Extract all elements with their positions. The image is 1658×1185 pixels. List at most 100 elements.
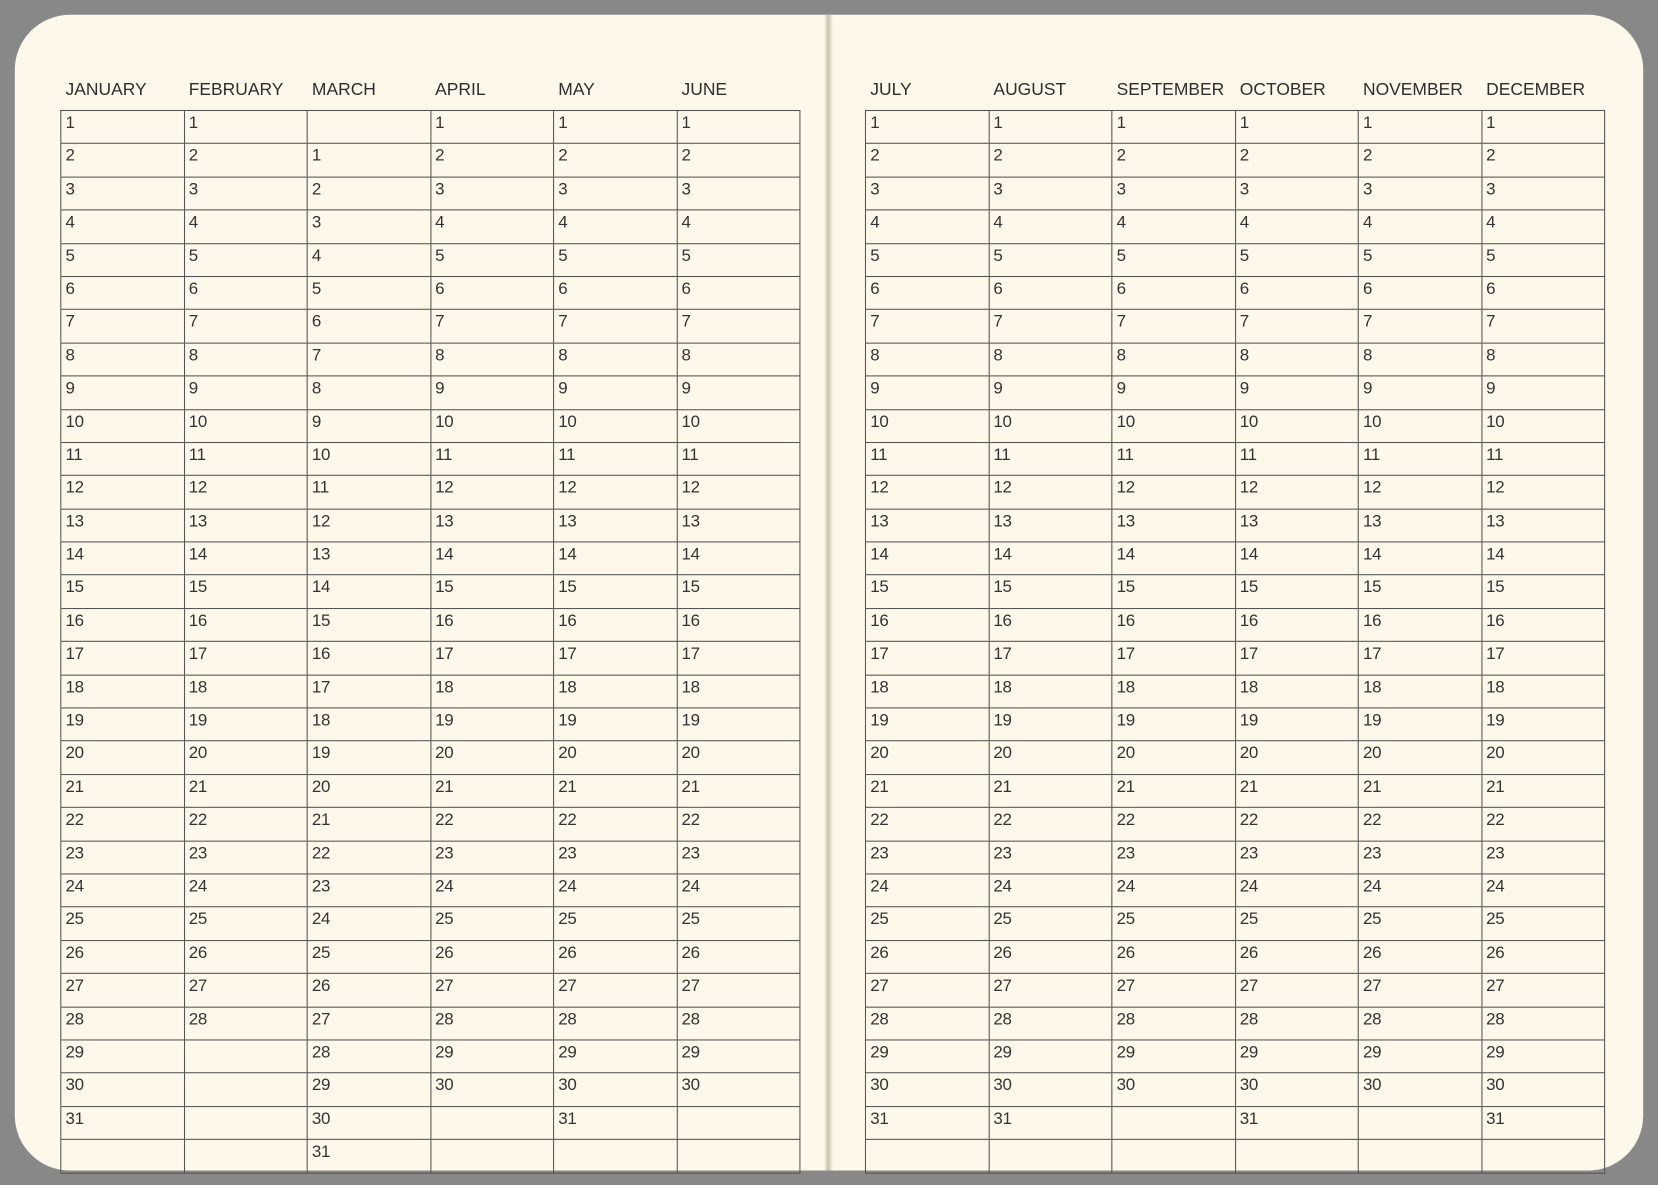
day-cell[interactable]: 9	[430, 376, 555, 410]
day-cell[interactable]: 12	[184, 476, 308, 510]
day-cell[interactable]: 26	[307, 974, 431, 1008]
day-cell[interactable]: 26	[1112, 940, 1236, 975]
day-cell[interactable]: 21	[866, 774, 990, 809]
day-cell[interactable]: 20	[866, 741, 990, 775]
day-cell[interactable]: 10	[430, 409, 555, 443]
day-cell[interactable]: 26	[184, 940, 308, 975]
day-cell[interactable]: 7	[61, 310, 185, 344]
day-cell[interactable]	[184, 1073, 308, 1107]
day-cell[interactable]: 28	[866, 1007, 990, 1041]
day-cell[interactable]: 15	[307, 608, 431, 643]
day-cell[interactable]: 31	[989, 1106, 1113, 1140]
day-cell[interactable]: 15	[1235, 575, 1359, 609]
day-cell[interactable]: 23	[1481, 841, 1606, 875]
day-cell[interactable]: 22	[866, 808, 990, 842]
day-cell[interactable]: 2	[307, 177, 431, 211]
day-cell[interactable]: 31	[61, 1106, 185, 1140]
day-cell[interactable]: 19	[554, 708, 678, 742]
day-cell[interactable]: 25	[866, 907, 990, 941]
day-cell[interactable]: 10	[554, 409, 678, 443]
day-cell[interactable]: 21	[1358, 774, 1482, 809]
day-cell[interactable]	[554, 1139, 678, 1174]
day-cell[interactable]: 21	[1112, 774, 1236, 809]
day-cell[interactable]	[184, 1040, 308, 1074]
day-cell[interactable]: 19	[61, 708, 185, 742]
day-cell[interactable]: 9	[1235, 376, 1359, 410]
day-cell[interactable]: 16	[989, 608, 1113, 643]
day-cell[interactable]: 30	[554, 1073, 678, 1107]
day-cell[interactable]: 4	[989, 210, 1113, 244]
day-cell[interactable]: 23	[61, 841, 185, 875]
day-cell[interactable]: 2	[184, 144, 308, 178]
day-cell[interactable]: 25	[1112, 907, 1236, 941]
day-cell[interactable]: 9	[866, 376, 990, 410]
day-cell[interactable]: 9	[307, 409, 431, 443]
day-cell[interactable]: 7	[866, 310, 990, 344]
day-cell[interactable]: 19	[677, 708, 801, 742]
day-cell[interactable]: 16	[430, 608, 555, 643]
day-cell[interactable]: 3	[554, 177, 678, 211]
day-cell[interactable]: 25	[430, 907, 555, 941]
day-cell[interactable]: 12	[677, 476, 801, 510]
day-cell[interactable]	[61, 1139, 185, 1174]
day-cell[interactable]: 27	[677, 974, 801, 1008]
day-cell[interactable]: 3	[677, 177, 801, 211]
day-cell[interactable]: 12	[554, 476, 678, 510]
day-cell[interactable]: 4	[307, 243, 431, 277]
day-cell[interactable]	[430, 1106, 555, 1140]
day-cell[interactable]: 31	[1235, 1106, 1359, 1140]
day-cell[interactable]: 19	[866, 708, 990, 742]
day-cell[interactable]: 24	[989, 874, 1113, 908]
day-cell[interactable]: 17	[1481, 642, 1606, 676]
day-cell[interactable]: 9	[677, 376, 801, 410]
day-cell[interactable]: 7	[1235, 310, 1359, 344]
day-cell[interactable]: 13	[1235, 509, 1359, 543]
day-cell[interactable]: 4	[1112, 210, 1236, 244]
day-cell[interactable]: 29	[430, 1040, 555, 1074]
day-cell[interactable]: 30	[307, 1106, 431, 1140]
day-cell[interactable]: 7	[1358, 310, 1482, 344]
day-cell[interactable]: 28	[61, 1007, 185, 1041]
day-cell[interactable]: 23	[1112, 841, 1236, 875]
day-cell[interactable]: 3	[1112, 177, 1236, 211]
day-cell[interactable]: 29	[677, 1040, 801, 1074]
day-cell[interactable]: 25	[1358, 907, 1482, 941]
day-cell[interactable]: 18	[307, 708, 431, 742]
day-cell[interactable]: 13	[61, 509, 185, 543]
day-cell[interactable]: 20	[1235, 741, 1359, 775]
day-cell[interactable]	[1481, 1139, 1606, 1174]
day-cell[interactable]	[1235, 1139, 1359, 1174]
day-cell[interactable]: 13	[430, 509, 555, 543]
day-cell[interactable]: 5	[1235, 243, 1359, 277]
day-cell[interactable]: 13	[1112, 509, 1236, 543]
day-cell[interactable]: 22	[989, 808, 1113, 842]
day-cell[interactable]: 21	[430, 774, 555, 809]
day-cell[interactable]: 18	[1358, 675, 1482, 709]
day-cell[interactable]: 13	[554, 509, 678, 543]
day-cell[interactable]: 20	[554, 741, 678, 775]
day-cell[interactable]: 30	[989, 1073, 1113, 1107]
day-cell[interactable]: 22	[430, 808, 555, 842]
day-cell[interactable]: 20	[184, 741, 308, 775]
day-cell[interactable]: 22	[677, 808, 801, 842]
day-cell[interactable]: 17	[1112, 642, 1236, 676]
day-cell[interactable]: 29	[866, 1040, 990, 1074]
day-cell[interactable]: 6	[307, 310, 431, 344]
day-cell[interactable]: 14	[1358, 542, 1482, 576]
day-cell[interactable]: 21	[184, 774, 308, 809]
day-cell[interactable]: 21	[61, 774, 185, 809]
day-cell[interactable]: 14	[61, 542, 185, 576]
day-cell[interactable]: 10	[989, 409, 1113, 443]
day-cell[interactable]: 30	[677, 1073, 801, 1107]
day-cell[interactable]: 24	[61, 874, 185, 908]
day-cell[interactable]: 12	[1481, 476, 1606, 510]
day-cell[interactable]: 26	[866, 940, 990, 975]
day-cell[interactable]: 19	[430, 708, 555, 742]
day-cell[interactable]: 9	[989, 376, 1113, 410]
day-cell[interactable]: 10	[677, 409, 801, 443]
day-cell[interactable]: 8	[1112, 343, 1236, 377]
day-cell[interactable]: 10	[1481, 409, 1606, 443]
day-cell[interactable]: 20	[677, 741, 801, 775]
day-cell[interactable]: 4	[677, 210, 801, 244]
day-cell[interactable]: 4	[866, 210, 990, 244]
